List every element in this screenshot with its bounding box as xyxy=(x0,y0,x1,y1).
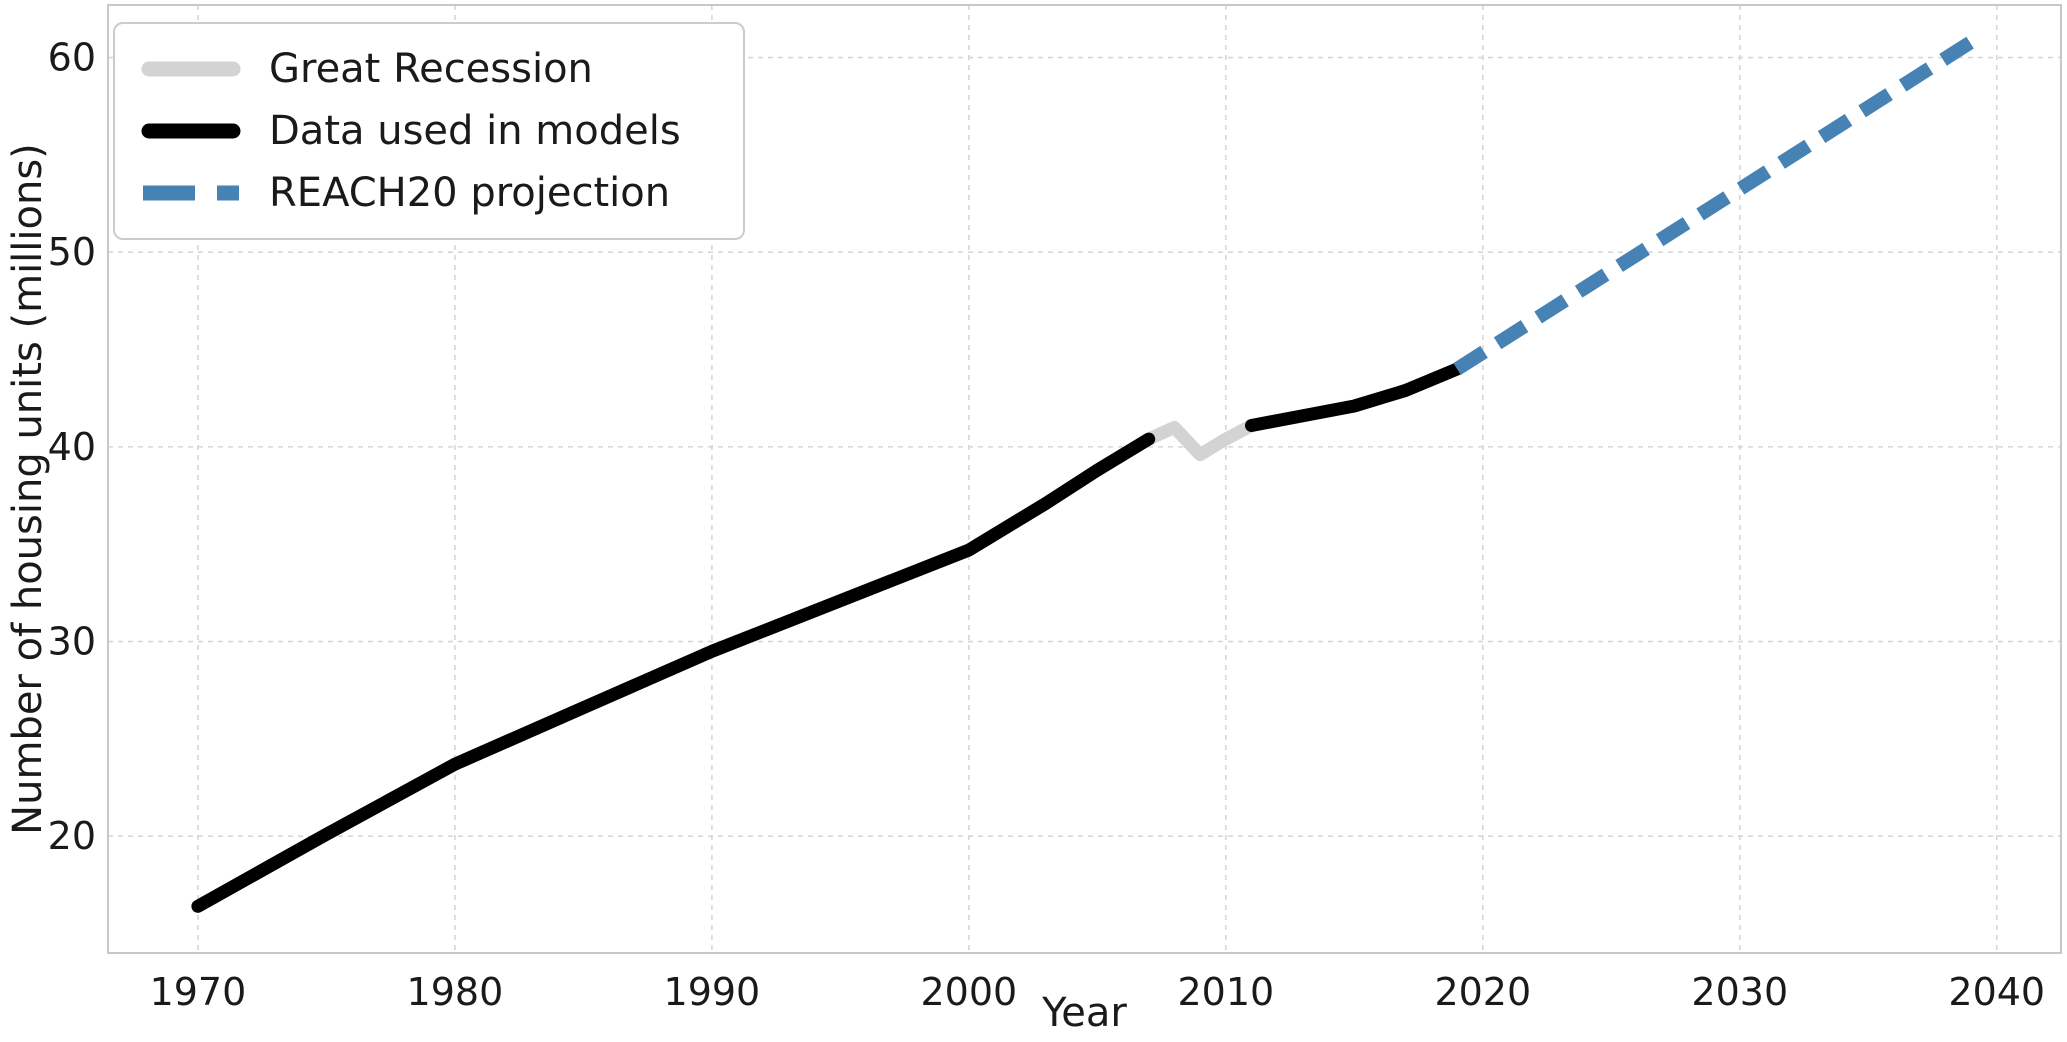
y-tick-label: 20 xyxy=(48,814,96,858)
legend-label: Data used in models xyxy=(269,108,681,154)
projection-line-swatch-icon xyxy=(143,185,239,201)
y-tick-label: 40 xyxy=(48,425,96,469)
x-tick-label: 2010 xyxy=(1177,970,1274,1014)
legend-label: Great Recession xyxy=(269,46,593,92)
x-tick-label: 1990 xyxy=(664,970,761,1014)
x-tick-label: 1970 xyxy=(150,970,247,1014)
historical-line-swatch-icon xyxy=(141,123,241,139)
x-axis-label: Year xyxy=(1042,990,1127,1036)
x-tick-label: 2040 xyxy=(1948,970,2045,1014)
series-line-0 xyxy=(1142,419,1258,462)
legend-label: REACH20 projection xyxy=(269,170,671,216)
y-axis-label: Number of housing units (millions) xyxy=(5,143,51,835)
legend: Great Recession Data used in models REAC… xyxy=(113,22,745,240)
x-tick-label: 2030 xyxy=(1691,970,1788,1014)
axes-spines xyxy=(107,4,2062,954)
legend-item-reach20: REACH20 projection xyxy=(141,162,715,224)
legend-item-data-used: Data used in models xyxy=(141,100,715,162)
y-tick-label: 30 xyxy=(48,620,96,664)
series-line-2 xyxy=(1453,36,1975,375)
x-tick-label: 2000 xyxy=(921,970,1018,1014)
y-tick-label: 50 xyxy=(48,230,96,274)
series-line-1 xyxy=(1245,362,1464,432)
x-tick-label: 1980 xyxy=(407,970,504,1014)
y-tick-label: 60 xyxy=(48,36,96,80)
x-tick-label: 2020 xyxy=(1434,970,1531,1014)
series-line-1 xyxy=(191,432,1156,913)
recession-line-swatch-icon xyxy=(141,61,241,77)
legend-item-great-recession: Great Recession xyxy=(141,38,715,100)
